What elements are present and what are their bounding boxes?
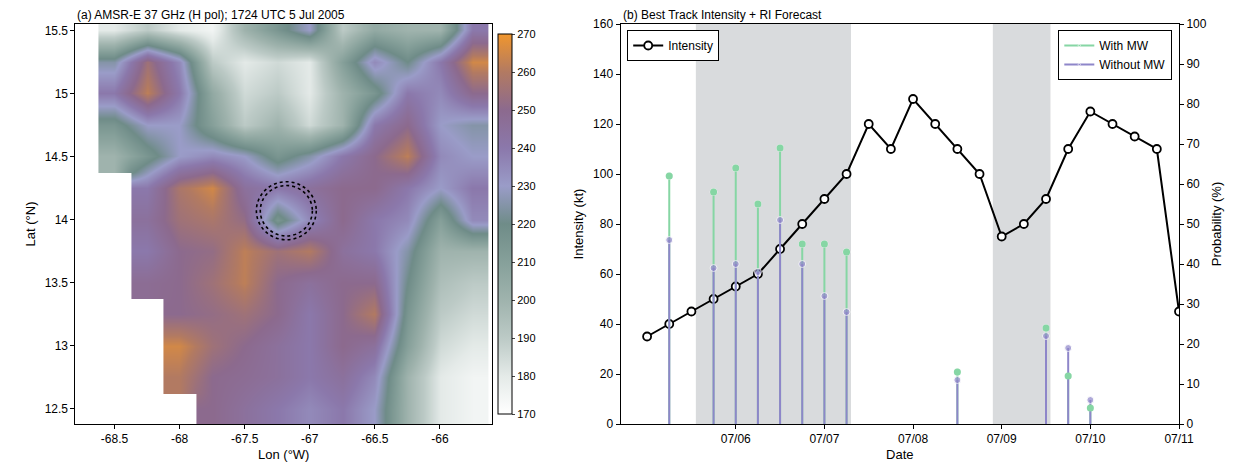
svg-text:Date: Date (886, 447, 913, 462)
svg-text:60: 60 (1186, 177, 1200, 191)
svg-text:Without MW: Without MW (1099, 58, 1165, 72)
svg-text:With MW: With MW (1099, 39, 1148, 53)
svg-text:13: 13 (55, 339, 69, 353)
svg-text:-66: -66 (431, 432, 449, 446)
svg-text:120: 120 (593, 117, 613, 131)
svg-text:(a) AMSR-E 37 GHz (H pol); 172: (a) AMSR-E 37 GHz (H pol); 1724 UTC 5 Ju… (77, 8, 345, 22)
svg-text:07/10: 07/10 (1075, 432, 1105, 446)
svg-text:100: 100 (593, 167, 613, 181)
svg-text:Lon (°W): Lon (°W) (258, 447, 309, 462)
svg-text:(b) Best Track Intensity + RI: (b) Best Track Intensity + RI Forecast (623, 8, 822, 22)
svg-text:-67.5: -67.5 (231, 432, 259, 446)
svg-text:Intensity: Intensity (668, 39, 713, 53)
svg-text:140: 140 (593, 67, 613, 81)
svg-text:270: 270 (517, 28, 535, 40)
svg-text:15.5: 15.5 (45, 24, 69, 38)
svg-text:60: 60 (600, 267, 614, 281)
svg-text:50: 50 (1186, 217, 1200, 231)
svg-text:180: 180 (517, 370, 535, 382)
svg-text:200: 200 (517, 294, 535, 306)
svg-text:100: 100 (1186, 17, 1206, 31)
svg-text:07/07: 07/07 (809, 432, 839, 446)
svg-text:260: 260 (517, 66, 535, 78)
svg-text:07/06: 07/06 (721, 432, 751, 446)
svg-text:30: 30 (1186, 297, 1200, 311)
svg-text:210: 210 (517, 256, 535, 268)
svg-text:0: 0 (1186, 417, 1193, 431)
svg-text:07/08: 07/08 (898, 432, 928, 446)
svg-text:07/11: 07/11 (1164, 432, 1193, 446)
svg-text:-66.5: -66.5 (361, 432, 389, 446)
svg-text:Intensity (kt): Intensity (kt) (571, 189, 586, 260)
svg-text:40: 40 (1186, 257, 1200, 271)
svg-text:40: 40 (600, 317, 614, 331)
svg-text:14: 14 (55, 213, 69, 227)
svg-text:-68: -68 (171, 432, 189, 446)
svg-text:80: 80 (600, 217, 614, 231)
svg-text:-67: -67 (301, 432, 319, 446)
svg-text:Lat (°N): Lat (°N) (23, 202, 38, 247)
svg-text:220: 220 (517, 218, 535, 230)
svg-text:160: 160 (593, 17, 613, 31)
svg-text:15: 15 (55, 87, 69, 101)
svg-text:12.5: 12.5 (45, 402, 69, 416)
svg-text:10: 10 (1186, 377, 1200, 391)
svg-text:80: 80 (1186, 97, 1200, 111)
svg-text:0: 0 (606, 417, 613, 431)
svg-text:250: 250 (517, 104, 535, 116)
svg-text:190: 190 (517, 332, 535, 344)
svg-text:13.5: 13.5 (45, 276, 69, 290)
svg-text:14.5: 14.5 (45, 150, 69, 164)
svg-text:170: 170 (517, 408, 535, 420)
svg-text:240: 240 (517, 142, 535, 154)
svg-text:-68.5: -68.5 (101, 432, 129, 446)
svg-text:07/09: 07/09 (987, 432, 1017, 446)
svg-text:230: 230 (517, 180, 535, 192)
svg-text:20: 20 (1186, 337, 1200, 351)
svg-text:Probability (%): Probability (%) (1209, 182, 1224, 267)
svg-text:90: 90 (1186, 57, 1200, 71)
svg-text:70: 70 (1186, 137, 1200, 151)
svg-text:20: 20 (600, 367, 614, 381)
